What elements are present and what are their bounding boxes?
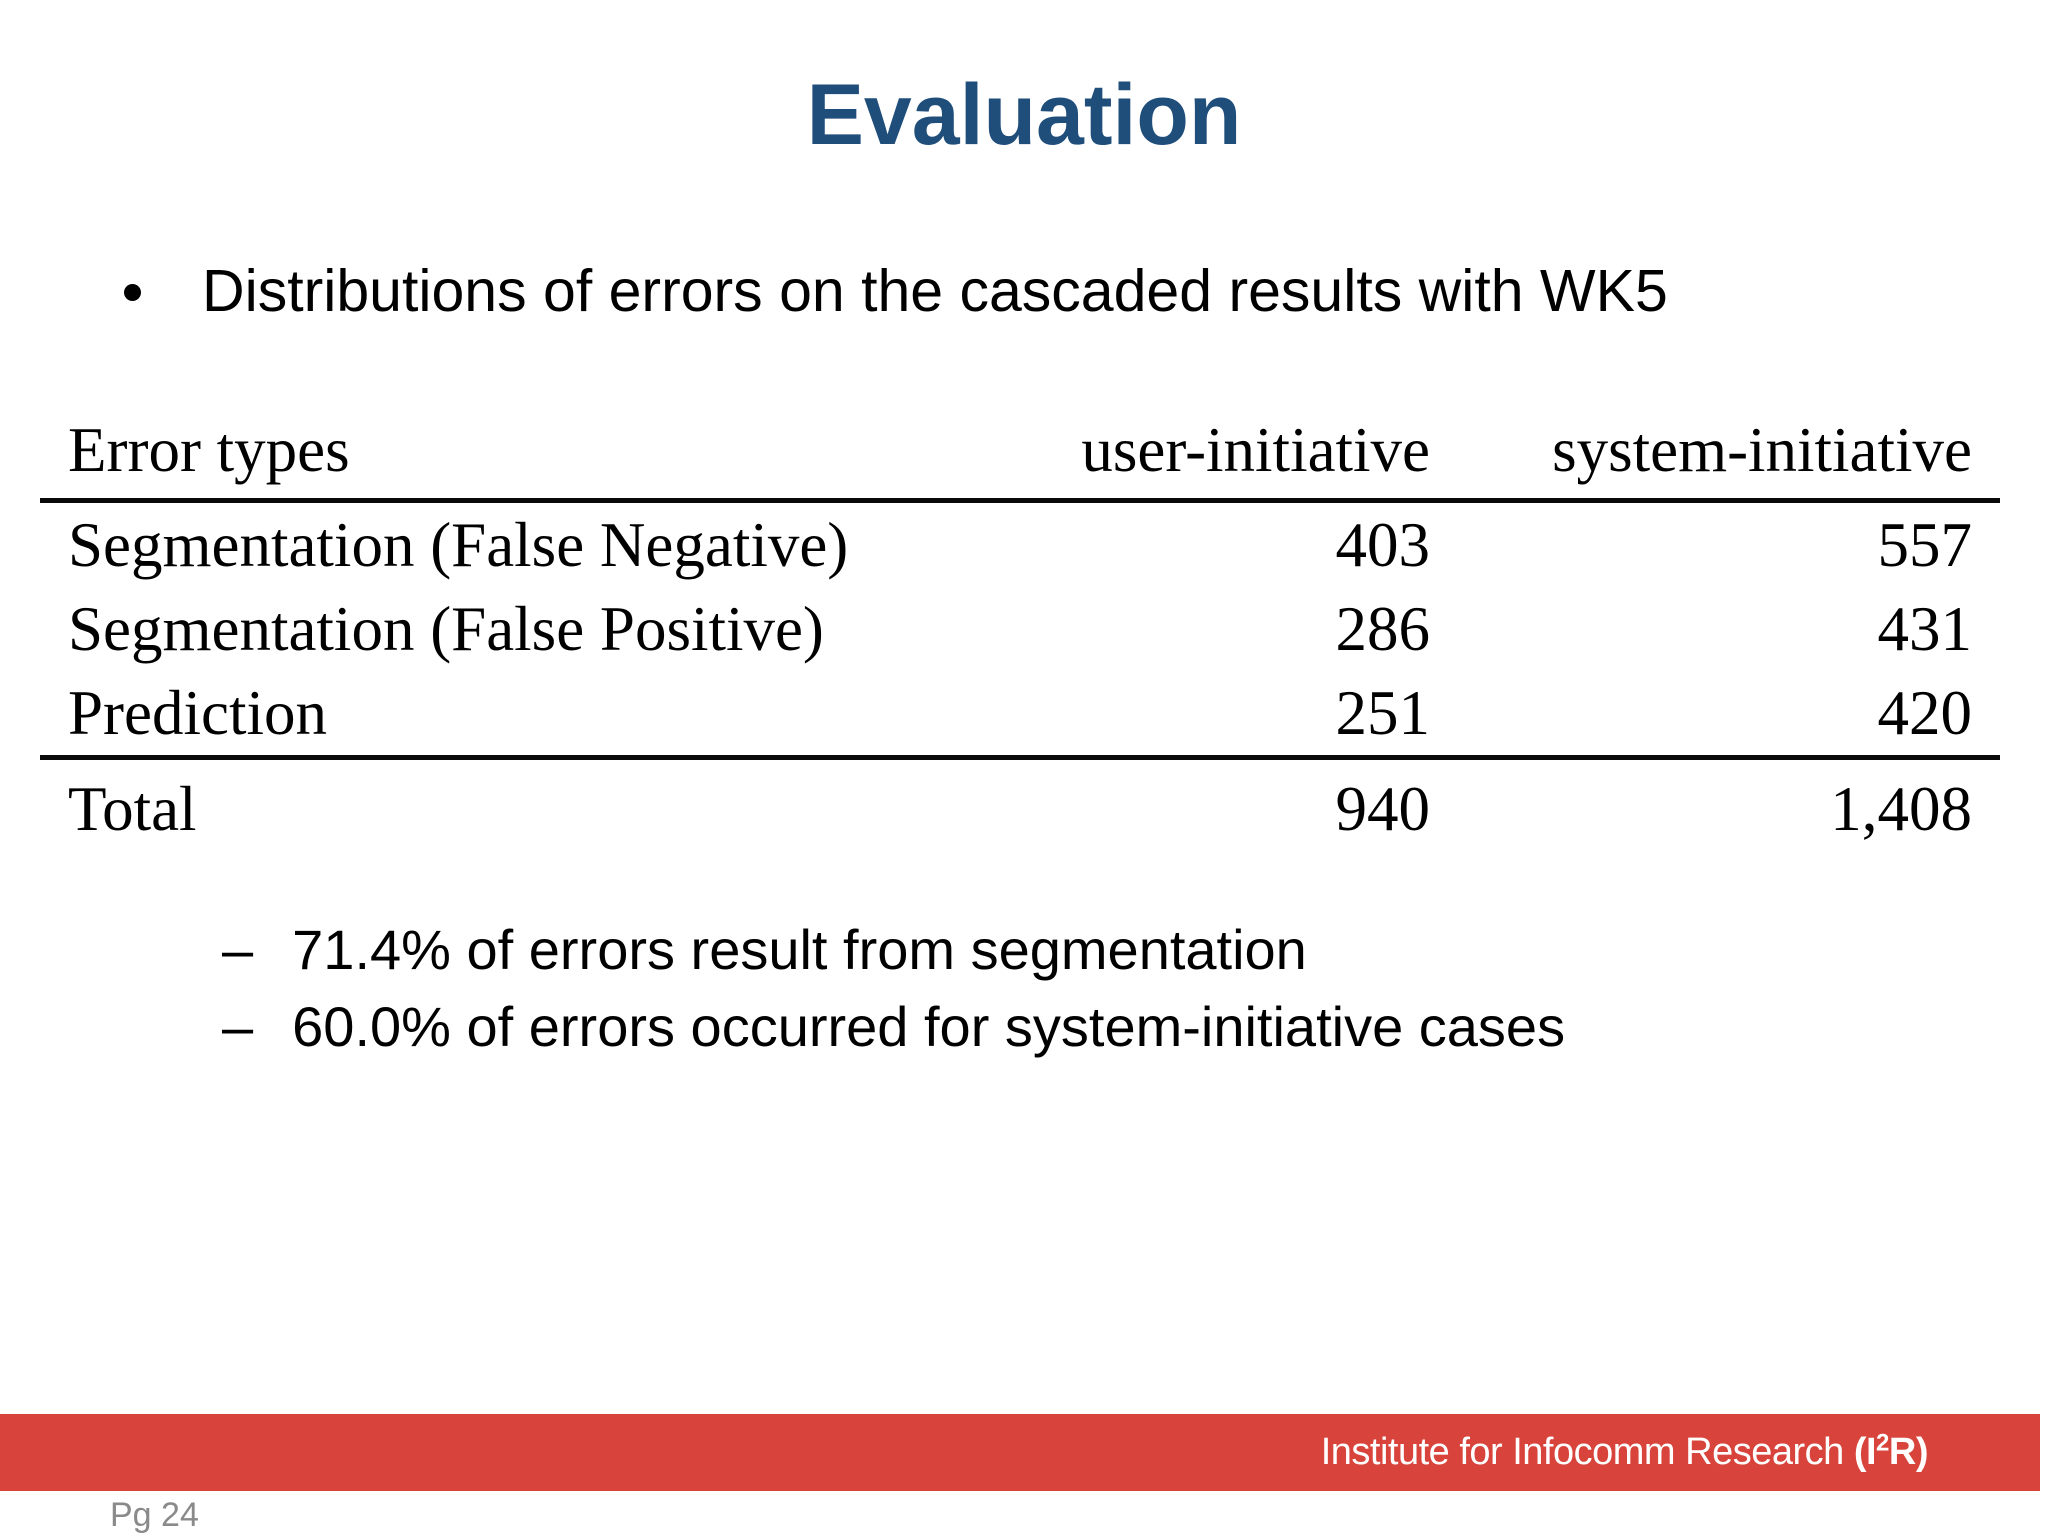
institute-abbrev-close: R) — [1888, 1431, 1929, 1473]
total-label: Total — [68, 773, 197, 844]
institute-abbrev-sup: 2 — [1876, 1429, 1889, 1457]
row-label: Segmentation (False Positive) — [68, 593, 824, 664]
main-bullet: Distributions of errors on the cascaded … — [124, 258, 1668, 326]
col-header-system-initiative: system-initiative — [1552, 414, 1972, 485]
total-user-value: 940 — [1335, 773, 1431, 844]
sub-bullet-1-text: 71.4% of errors result from segmentation — [292, 918, 1307, 981]
cell-system-value: 557 — [1877, 509, 1973, 580]
table-row: Segmentation (False Negative) 403 557 — [40, 501, 2000, 588]
sub-bullet-2-text: 60.0% of errors occurred for system-init… — [292, 995, 1566, 1058]
sub-bullet-1: – 71.4% of errors result from segmentati… — [222, 916, 1307, 983]
error-distribution-table: Error types user-initiative system-initi… — [40, 402, 2000, 858]
dash-marker: – — [222, 995, 254, 1058]
main-bullet-text: Distributions of errors on the cascaded … — [202, 258, 1668, 324]
cell-system-value: 420 — [1877, 677, 1973, 748]
table-row: Prediction 251 420 — [40, 671, 2000, 758]
cell-user-value: 251 — [1335, 677, 1431, 748]
row-label: Prediction — [68, 677, 327, 748]
dash-marker: – — [222, 918, 254, 981]
cell-user-value: 286 — [1335, 593, 1431, 664]
table-total-row: Total 940 1,408 — [40, 757, 2000, 859]
footer-brand-bar: Institute for Infocomm Research (I2R) — [0, 1414, 2040, 1491]
bullet-icon — [124, 284, 141, 301]
page-number: Pg 24 — [110, 1496, 199, 1534]
cell-system-value: 431 — [1877, 593, 1973, 664]
institute-abbrev-open: (I — [1853, 1431, 1877, 1473]
institute-name-light: Institute for Infocomm Research — [1320, 1431, 1854, 1473]
table-header-row: Error types user-initiative system-initi… — [40, 402, 2000, 501]
cell-user-value: 403 — [1335, 509, 1431, 580]
table-row: Segmentation (False Positive) 286 431 — [40, 587, 2000, 671]
total-system-value: 1,408 — [1830, 773, 1972, 844]
col-header-user-initiative: user-initiative — [1081, 414, 1430, 485]
col-header-error-types: Error types — [68, 414, 350, 485]
institute-logo-text: Institute for Infocomm Research (I2R) — [1320, 1429, 1929, 1474]
slide-title: Evaluation — [806, 67, 1242, 163]
sub-bullet-2: – 60.0% of errors occurred for system-in… — [222, 993, 1565, 1060]
row-label: Segmentation (False Negative) — [68, 509, 849, 580]
